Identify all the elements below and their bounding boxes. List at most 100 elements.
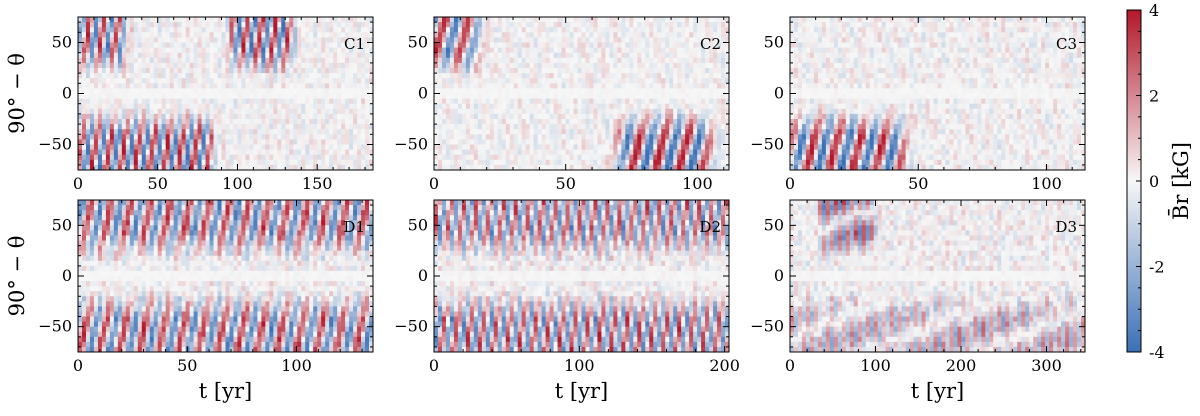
- heatmap-cell: [705, 73, 710, 79]
- heatmap-cell: [605, 98, 611, 105]
- heatmap-cell: [337, 47, 342, 54]
- heatmap-cell: [693, 93, 698, 100]
- heatmap-cell: [533, 47, 539, 54]
- heatmap-cell: [281, 22, 286, 28]
- heatmap-cell: [577, 113, 583, 120]
- heatmap-cell: [553, 119, 559, 125]
- heatmap-cell: [565, 62, 571, 69]
- heatmap-cell: [641, 83, 646, 89]
- heatmap-cell: [641, 108, 646, 115]
- heatmap-cell: [605, 93, 611, 100]
- heatmap-cell: [817, 134, 823, 140]
- heatmap-cell: [481, 88, 487, 95]
- heatmap-cell: [221, 159, 227, 166]
- heatmap-cell: [313, 154, 318, 161]
- heatmap-cell: [681, 17, 686, 23]
- heatmap-cell: [697, 57, 702, 64]
- heatmap-cell: [837, 108, 843, 115]
- heatmap-cell: [465, 154, 471, 161]
- heatmap-cell: [649, 113, 654, 120]
- heatmap-cell: [229, 149, 235, 156]
- heatmap-cell: [713, 47, 718, 54]
- heatmap-cell: [321, 83, 326, 89]
- heatmap-cell: [841, 27, 847, 33]
- heatmap-cell: [825, 159, 831, 166]
- heatmap-cell: [197, 27, 203, 33]
- heatmap-cell: [345, 98, 350, 105]
- heatmap-cell: [641, 17, 646, 23]
- heatmap-cell: [245, 32, 251, 38]
- heatmap-cell: [661, 42, 666, 49]
- heatmap-cell: [101, 27, 107, 33]
- heatmap-cell: [325, 164, 330, 170]
- heatmap-cell: [721, 78, 726, 84]
- heatmap-cell: [485, 119, 491, 125]
- heatmap-cell: [253, 98, 258, 105]
- heatmap-cell: [177, 37, 183, 44]
- heatmap-cell: [445, 52, 451, 59]
- heatmap-cell: [645, 27, 650, 33]
- heatmap-cell: [809, 57, 815, 64]
- heatmap-cell: [825, 149, 831, 156]
- heatmap-cell: [833, 113, 839, 120]
- heatmap-cell: [681, 159, 686, 166]
- heatmap-cell: [677, 42, 682, 49]
- heatmap-cell: [609, 103, 614, 110]
- heatmap-cell: [209, 149, 215, 156]
- heatmap-cell: [101, 42, 107, 49]
- heatmap-cell: [189, 129, 195, 135]
- heatmap-cell: [621, 37, 626, 44]
- heatmap-cell: [609, 73, 614, 79]
- heatmap-cell: [117, 108, 123, 115]
- heatmap-cell: [169, 62, 175, 69]
- heatmap-cell: [549, 149, 555, 156]
- heatmap-cell: [325, 32, 330, 38]
- heatmap-cell: [193, 22, 199, 28]
- heatmap-cell: [329, 73, 334, 79]
- heatmap-cell: [561, 98, 567, 105]
- heatmap-cell: [573, 62, 579, 69]
- heatmap-cell: [309, 27, 314, 33]
- heatmap-cell: [829, 129, 835, 135]
- heatmap-cell: [229, 93, 235, 100]
- heatmap-cell: [697, 73, 702, 79]
- heatmap-cell: [217, 139, 223, 146]
- heatmap-cell: [637, 129, 642, 135]
- heatmap-cell: [817, 83, 823, 89]
- heatmap-cell: [437, 52, 443, 59]
- heatmap-cell: [681, 119, 686, 125]
- heatmap-cell: [485, 124, 491, 130]
- heatmap-cell: [149, 159, 155, 166]
- heatmap-cell: [613, 57, 618, 64]
- heatmap-cell: [261, 57, 266, 64]
- heatmap-cell: [709, 103, 714, 110]
- heatmap-cell: [97, 42, 103, 49]
- heatmap-cell: [717, 113, 722, 120]
- heatmap-cell: [681, 93, 686, 100]
- heatmap-cell: [233, 32, 239, 38]
- heatmap-cell: [129, 119, 135, 125]
- heatmap-cell: [705, 129, 710, 135]
- heatmap-cell: [821, 37, 827, 44]
- heatmap-cell: [289, 139, 294, 146]
- heatmap-cell: [829, 88, 835, 95]
- heatmap-cell: [161, 73, 167, 79]
- heatmap-cell: [181, 119, 187, 125]
- heatmap-cell: [109, 108, 115, 115]
- heatmap-cell: [113, 47, 119, 54]
- heatmap-cell: [101, 164, 107, 170]
- heatmap-cell: [477, 154, 483, 161]
- heatmap-cell: [585, 149, 591, 156]
- heatmap-cell: [285, 98, 290, 105]
- heatmap-cell: [669, 108, 674, 115]
- heatmap-cell: [693, 149, 698, 156]
- heatmap-cell: [249, 68, 255, 74]
- heatmap-cell: [301, 62, 306, 69]
- heatmap-cell: [841, 119, 847, 125]
- heatmap-cell: [473, 98, 479, 105]
- heatmap-cell: [529, 57, 535, 64]
- heatmap-cell: [137, 129, 143, 135]
- heatmap-cell: [609, 88, 614, 95]
- heatmap-cell: [561, 134, 567, 140]
- heatmap-cell: [125, 149, 131, 156]
